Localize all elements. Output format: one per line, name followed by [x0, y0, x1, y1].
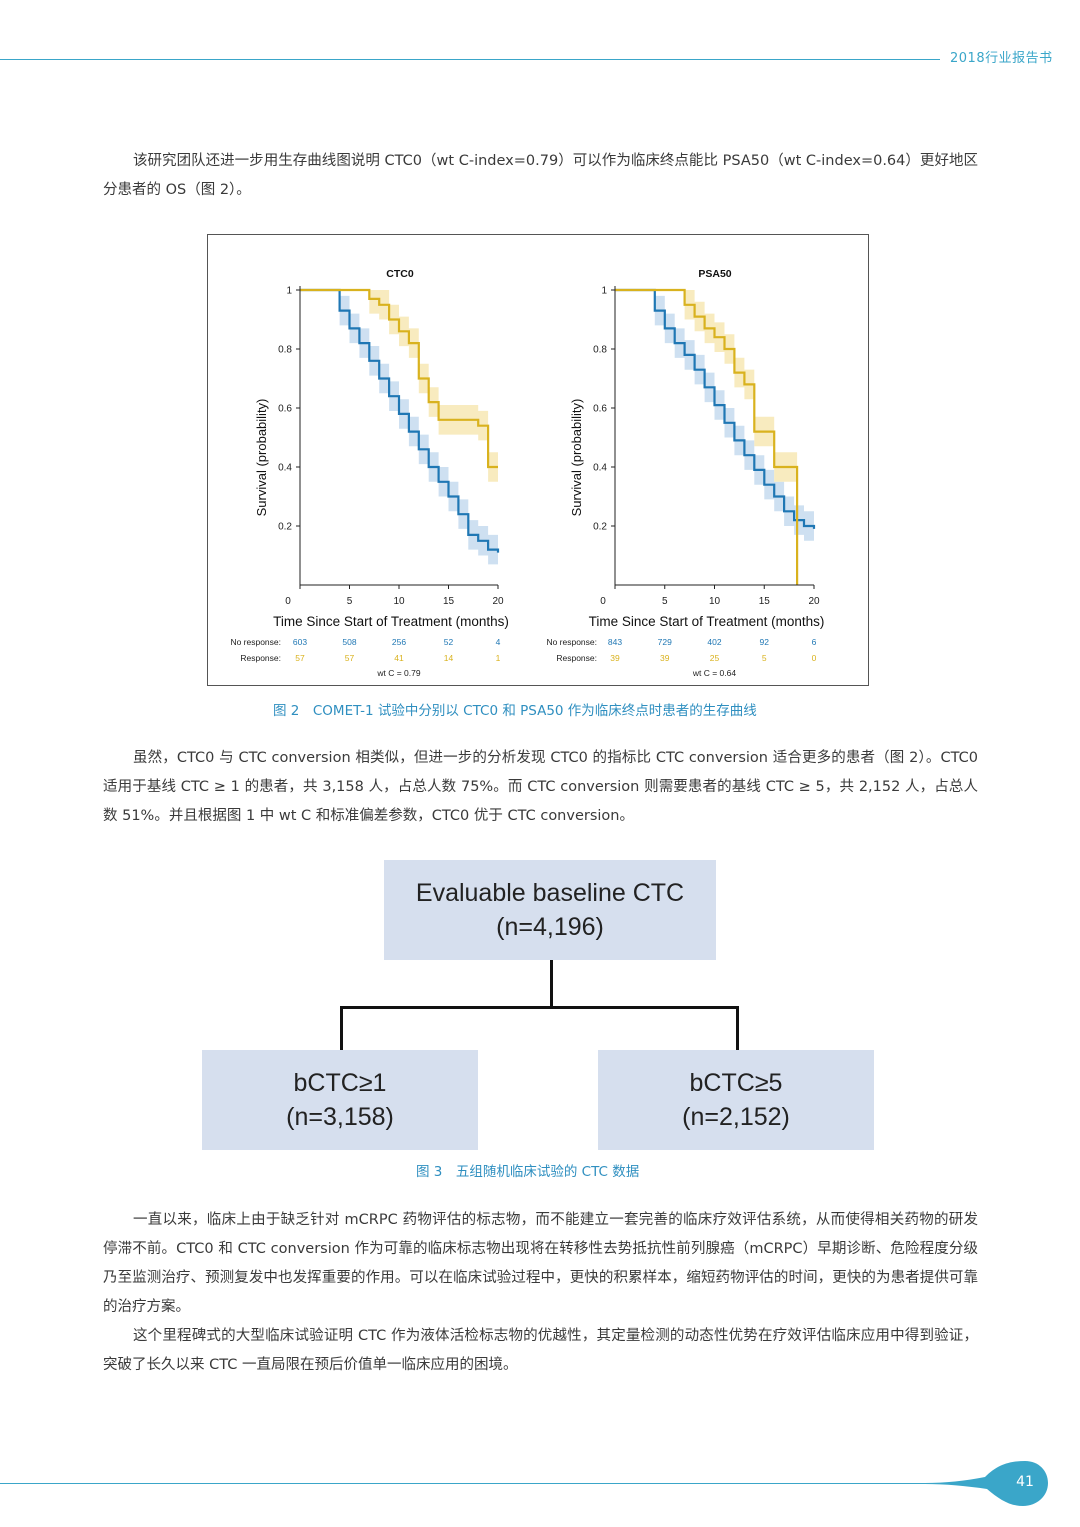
chart-ctc0-ytick-label: 0.8	[278, 345, 292, 356]
flow-box-evaluable: Evaluable baseline CTC (n=4,196)	[384, 860, 716, 960]
footer-rule	[0, 1483, 935, 1484]
chart-psa50-ytick-label: 0.8	[593, 345, 607, 356]
chart-ctc0-band-response	[300, 290, 498, 482]
chart-ctc0-risk-response: 14	[444, 653, 454, 663]
chart-psa50-ytick-label: 1	[601, 286, 607, 297]
chart-ctc0-risk-no-response: 256	[392, 637, 406, 647]
flow-connector-stem	[550, 960, 553, 1008]
chart-ctc0-risk-response: 41	[394, 653, 404, 663]
chart-psa50-ytick-label: 0.4	[593, 463, 607, 474]
chart-psa50-risk-response: 0	[812, 653, 817, 663]
page-number: 41	[1016, 1474, 1034, 1490]
flow-box-bctc1: bCTC≥1 (n=3,158)	[202, 1050, 478, 1150]
header-title: 2018行业报告书	[950, 51, 1053, 66]
chart-ctc0-line-no-response	[300, 288, 500, 553]
flow-box-bctc1-title: bCTC≥1	[293, 1069, 387, 1097]
figure-2-caption: 图 2 COMET-1 试验中分别以 CTC0 和 PSA50 作为临床终点时患…	[273, 703, 757, 719]
chart-ctc0-risk-response: 1	[496, 653, 501, 663]
chart-psa50-ylabel: Survival (probability)	[569, 399, 584, 517]
paragraph-background: 一直以来，临床上由于缺乏针对 mCRPC 药物评估的标志物，而不能建立一套完善的…	[103, 1212, 978, 1315]
chart-ctc0-xtick-label: 15	[443, 596, 455, 607]
chart-ctc0-risk-no-response: 508	[342, 637, 356, 647]
chart-psa50-risk-no-response: 729	[658, 637, 672, 647]
chart-ctc0-line-response	[300, 288, 498, 469]
chart-psa50-xtick-label: 20	[808, 596, 820, 607]
chart-psa50-risk-no-response: 402	[707, 637, 721, 647]
chart-psa50-xlabel: Time Since Start of Treatment (months)	[589, 614, 825, 629]
chart-psa50-ytick-label: 0.2	[593, 522, 607, 533]
chart-psa50-xtick-label: 0	[600, 596, 606, 607]
chart-psa50-wtc-note: wt C = 0.64	[692, 668, 737, 678]
chart-ctc0-risk-no-response: 4	[496, 637, 501, 647]
chart-ctc0-xtick-label: 0	[285, 596, 291, 607]
flow-box-evaluable-title: Evaluable baseline CTC	[415, 879, 685, 907]
chart-psa50-xtick-label: 10	[709, 596, 721, 607]
flow-box-bctc5-title: bCTC≥5	[689, 1069, 783, 1097]
paragraph-conclusion: 这个里程碑式的大型临床试验证明 CTC 作为液体活检标志物的优越性，其定量检测的…	[103, 1328, 978, 1373]
header-rule	[0, 59, 940, 60]
flow-box-bctc1-count: (n=3,158)	[286, 1103, 394, 1131]
chart-ctc0-wtc-note: wt C = 0.79	[376, 668, 421, 678]
chart-psa50-ytick-label: 0.6	[593, 404, 607, 415]
flow-box-evaluable-count: (n=4,196)	[496, 913, 604, 941]
chart-ctc0-risk-no-response: 52	[444, 637, 454, 647]
chart-psa50-risk-no-response: 6	[812, 637, 817, 647]
flow-box-bctc5-count: (n=2,152)	[682, 1103, 790, 1131]
chart-psa50-risk-label-no-response: No response:	[546, 637, 597, 647]
chart-ctc0-ylabel: Survival (probability)	[254, 399, 269, 517]
chart-psa50-risk-no-response: 843	[608, 637, 622, 647]
page-number-badge	[925, 1461, 1048, 1506]
chart-ctc0-ytick-label: 1	[286, 286, 292, 297]
paragraph-comparison: 虽然，CTC0 与 CTC conversion 相类似，但进一步的分析发现 C…	[103, 750, 978, 824]
chart-psa50-line-response	[615, 288, 799, 585]
chart-ctc0-band-no-response	[300, 290, 498, 568]
chart-ctc0-ytick-label: 0.6	[278, 404, 292, 415]
chart-psa50-risk-response: 39	[610, 653, 620, 663]
chart-psa50-risk-response: 39	[660, 653, 670, 663]
chart-ctc0-ytick-label: 0.4	[278, 463, 292, 474]
chart-ctc0-title: CTC0	[386, 268, 414, 280]
chart-ctc0-risk-response: 57	[295, 653, 305, 663]
paragraph-intro: 该研究团队还进一步用生存曲线图说明 CTC0（wt C-index=0.79）可…	[103, 153, 978, 198]
chart-psa50-xtick-label: 15	[759, 596, 771, 607]
chart-ctc0-xlabel: Time Since Start of Treatment (months)	[273, 614, 509, 629]
chart-ctc0-ytick-label: 0.2	[278, 522, 292, 533]
chart-ctc0-xtick-label: 10	[393, 596, 405, 607]
chart-psa50-risk-response: 25	[710, 653, 720, 663]
chart-psa50-risk-no-response: 92	[760, 637, 770, 647]
chart-psa50-risk-label-response: Response:	[556, 653, 597, 663]
chart-ctc0-risk-label-response: Response:	[240, 653, 281, 663]
figure-3-caption: 图 3 五组随机临床试验的 CTC 数据	[416, 1164, 640, 1180]
chart-ctc0-risk-no-response: 603	[293, 637, 307, 647]
flow-connector-bar	[340, 1006, 739, 1009]
chart-ctc0-xtick-label: 5	[347, 596, 353, 607]
chart-psa50-title: PSA50	[698, 268, 731, 280]
chart-ctc0-risk-response: 57	[345, 653, 355, 663]
chart-ctc0-xtick-label: 20	[492, 596, 504, 607]
chart-ctc0-risk-label-no-response: No response:	[230, 637, 281, 647]
flow-connector-left	[340, 1006, 343, 1050]
chart-psa50-line-no-response	[615, 288, 816, 529]
flow-box-bctc5: bCTC≥5 (n=2,152)	[598, 1050, 874, 1150]
chart-psa50-risk-response: 5	[762, 653, 767, 663]
figure-2-survival-curves: CTC0 0.2 0.4 0.6 0.8 1 0 5 10 15 20 Survival (proba…	[207, 234, 869, 686]
chart-psa50-xtick-label: 5	[662, 596, 668, 607]
flow-connector-right	[736, 1006, 739, 1050]
chart-psa50-band-response	[615, 290, 798, 585]
